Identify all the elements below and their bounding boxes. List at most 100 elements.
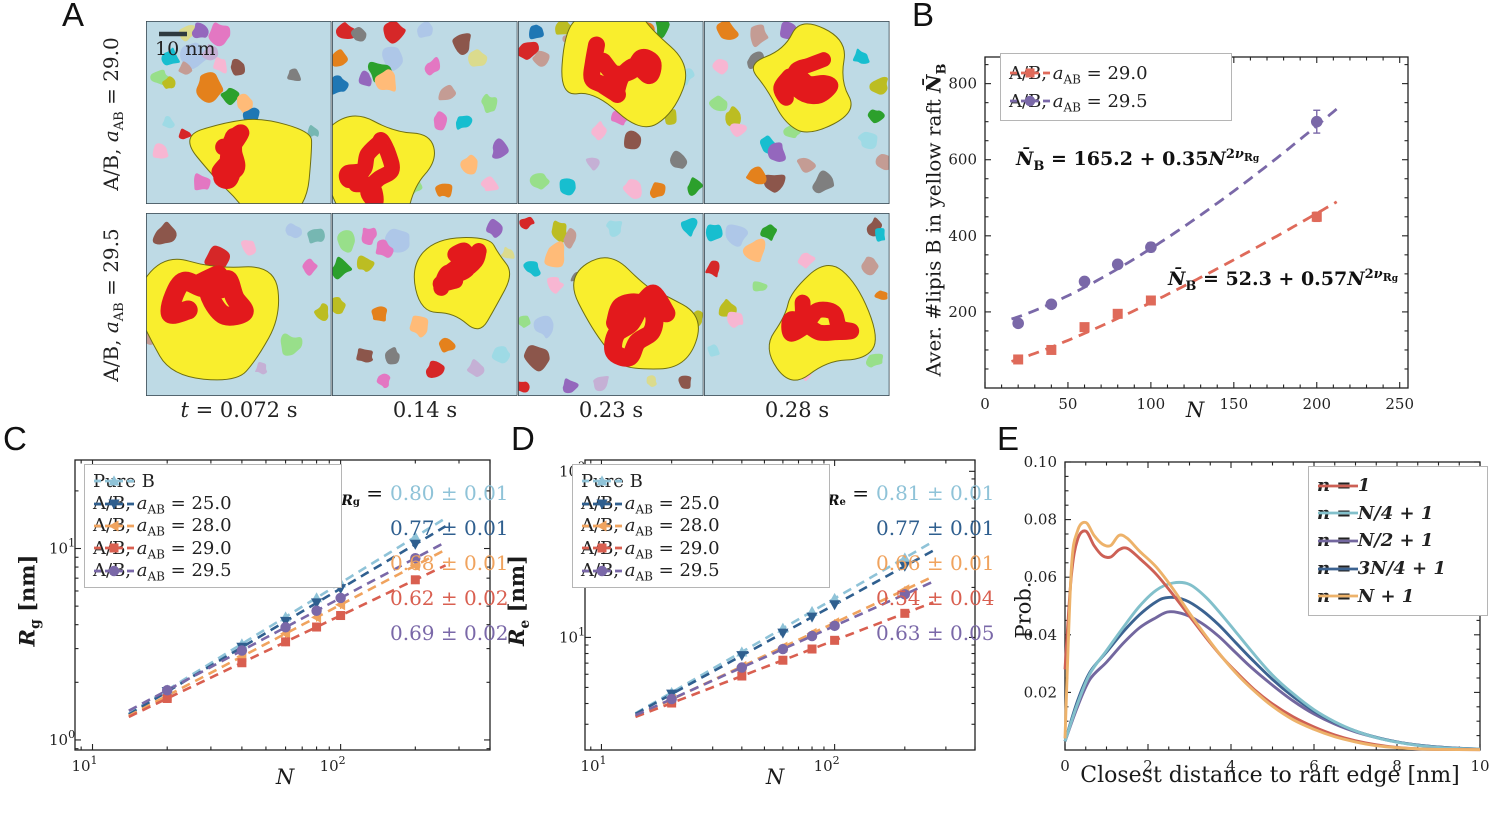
lipid-cluster-blob bbox=[307, 124, 319, 137]
x-tick-label: 2 bbox=[1143, 757, 1153, 775]
slope-value: 0.54 ± 0.04 bbox=[876, 586, 995, 610]
lipid-cluster-blob bbox=[356, 255, 375, 272]
lipid-cluster-blob bbox=[361, 227, 377, 245]
legend-item: Pure B bbox=[93, 471, 331, 492]
chart-b-xlabel: N bbox=[1185, 398, 1205, 422]
chart-c-ylabel-text: Rg [nm] bbox=[14, 554, 44, 646]
lipid-cluster-blob bbox=[491, 346, 511, 364]
panelA-snapshots-canvas: 10 nm bbox=[146, 21, 890, 396]
lipid-cluster-blob bbox=[729, 123, 747, 137]
legend-swatch bbox=[1010, 68, 1050, 78]
lipid-cluster-blob bbox=[559, 178, 576, 196]
slope-value: 0.80 ± 0.01 bbox=[390, 481, 509, 505]
legend-item: A/B, aAB = 25.0 bbox=[93, 493, 331, 516]
legend-swatch bbox=[94, 475, 134, 486]
legend-item-label: Pure B bbox=[581, 470, 643, 492]
panel-label-a: A bbox=[62, 0, 85, 33]
data-point-marker bbox=[161, 685, 173, 696]
polymer-chain bbox=[781, 294, 860, 342]
lipid-cluster-blob bbox=[518, 315, 531, 328]
lipid-cluster-blob bbox=[767, 142, 786, 162]
data-point-marker bbox=[666, 693, 677, 705]
lipid-cluster-blob bbox=[852, 48, 870, 64]
data-point-marker bbox=[777, 643, 789, 655]
chart-c-slope-values: 0.80 ± 0.01 0.77 ± 0.01 0.68 ± 0.01 0.62 ± … bbox=[390, 481, 509, 656]
lipid-cluster-blob bbox=[812, 170, 835, 194]
lipid-cluster-blob bbox=[500, 246, 515, 259]
lipid-cluster-blob bbox=[857, 131, 878, 150]
lipid-cluster-blob bbox=[376, 373, 391, 389]
polymer-chain bbox=[773, 52, 839, 106]
slope-value: 0.68 ± 0.01 bbox=[390, 551, 509, 575]
legend-marker bbox=[108, 499, 120, 510]
legend-item: A/B, aAB = 28.0 bbox=[93, 515, 331, 538]
lipid-cluster-blob bbox=[486, 218, 503, 238]
lipid-cluster-blob bbox=[208, 22, 231, 47]
lipid-cluster-blob bbox=[745, 166, 767, 185]
chart-d-canvas: 101102101102 bbox=[559, 459, 976, 775]
fit-line bbox=[1011, 200, 1338, 363]
lipid-cluster-blob bbox=[384, 228, 410, 253]
lipid-cluster-blob bbox=[649, 182, 666, 199]
x-tick-label: 200 bbox=[1302, 395, 1331, 413]
lipid-cluster-blob bbox=[452, 33, 471, 56]
lipid-cluster-blob bbox=[417, 21, 433, 38]
y-tick-label: 600 bbox=[948, 151, 977, 169]
lipid-cluster-blob bbox=[152, 143, 169, 159]
lipid-cluster-blob bbox=[585, 157, 600, 171]
legend-item: n = N + 1 bbox=[1317, 586, 1477, 607]
slope-value: 0.66 ± 0.01 bbox=[876, 551, 995, 575]
data-point-marker bbox=[162, 693, 172, 703]
lipid-cluster-blob bbox=[593, 375, 609, 392]
legend-swatch bbox=[94, 543, 134, 553]
series-line bbox=[635, 601, 934, 719]
snapshot-subpanel bbox=[332, 21, 518, 204]
lipid-cluster-blob bbox=[358, 70, 372, 87]
lipid-cluster-blob bbox=[152, 221, 177, 245]
data-point-marker bbox=[806, 612, 818, 623]
lipid-cluster-blob bbox=[460, 154, 478, 175]
panelA-time-label-1: t = 0.072 s bbox=[180, 398, 298, 422]
lipid-cluster-blob bbox=[563, 227, 577, 249]
x-tick-label: 250 bbox=[1385, 395, 1414, 413]
data-point-marker bbox=[310, 598, 323, 609]
legend-marker bbox=[596, 565, 608, 576]
data-point-marker bbox=[410, 575, 420, 585]
lipid-cluster-blob bbox=[220, 87, 240, 106]
data-point-marker bbox=[1079, 322, 1090, 333]
data-point-marker bbox=[736, 651, 748, 662]
legend-swatch bbox=[582, 543, 622, 553]
x-tick-label: 10 bbox=[1470, 757, 1489, 775]
lipid-cluster-blob bbox=[438, 337, 456, 353]
lipid-cluster-blob bbox=[705, 224, 723, 242]
lipid-cluster-blob bbox=[371, 306, 388, 322]
lipid-cluster-blob bbox=[481, 93, 498, 114]
lipid-cluster-blob bbox=[337, 230, 355, 253]
slope-value: 0.77 ± 0.01 bbox=[390, 516, 509, 540]
slope-value: 0.62 ± 0.02 bbox=[390, 586, 509, 610]
data-point-marker bbox=[1012, 317, 1024, 330]
legend-item: n = 3N/4 + 1 bbox=[1317, 558, 1477, 579]
lipid-cluster-blob bbox=[529, 173, 550, 190]
data-point-marker bbox=[1078, 275, 1091, 288]
snapshot-subpanel bbox=[332, 213, 518, 396]
slope-value: 0.81 ± 0.01 bbox=[876, 481, 995, 505]
lipid-cluster-blob bbox=[332, 49, 348, 67]
lipid-cluster-blob bbox=[162, 76, 176, 89]
lipid-cluster-blob bbox=[680, 217, 698, 237]
lipid-cluster-blob bbox=[435, 183, 453, 198]
data-point-marker bbox=[806, 630, 818, 642]
panelA-time-label-2: 0.14 s bbox=[392, 398, 458, 422]
legend-swatch bbox=[582, 499, 622, 510]
lipid-cluster-blob bbox=[468, 49, 488, 67]
legend-item-label: A/B, aAB = 29.5 bbox=[581, 560, 720, 584]
y-tick-label: 0.06 bbox=[1024, 568, 1057, 586]
legend-marker bbox=[596, 499, 608, 510]
panel-label-b: B bbox=[912, 0, 935, 33]
data-point-marker bbox=[737, 671, 747, 681]
lipid-cluster-blob bbox=[519, 216, 535, 230]
lipid-cluster-blob bbox=[551, 220, 568, 243]
data-point-marker bbox=[335, 592, 346, 604]
data-point-marker bbox=[236, 645, 248, 656]
